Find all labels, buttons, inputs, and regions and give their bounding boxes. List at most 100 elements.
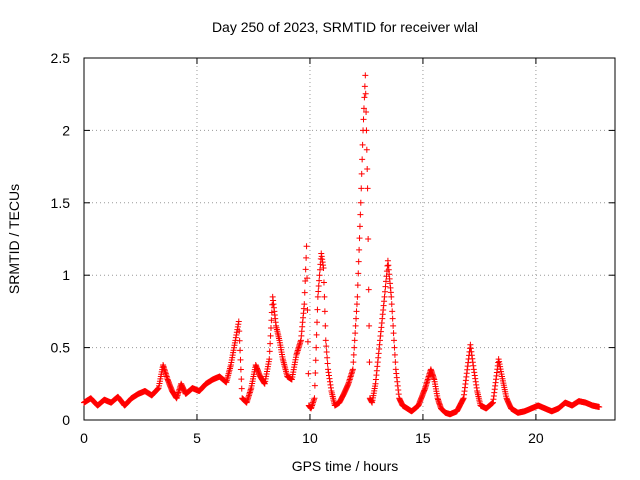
data-point — [362, 90, 369, 97]
data-point — [236, 337, 243, 344]
data-point — [390, 322, 397, 329]
data-point — [323, 343, 330, 350]
data-points — [81, 72, 603, 418]
y-tick-label: 1 — [62, 267, 70, 283]
data-point — [237, 366, 244, 373]
data-point — [301, 289, 308, 296]
data-point — [316, 266, 323, 273]
data-point — [238, 376, 245, 383]
data-point — [358, 170, 365, 177]
data-point — [361, 94, 368, 101]
data-point — [237, 347, 244, 354]
data-point — [352, 330, 359, 337]
data-point — [313, 331, 320, 338]
data-point — [304, 338, 311, 345]
data-point — [366, 359, 373, 366]
data-point — [269, 301, 276, 308]
data-point — [354, 293, 361, 300]
data-point — [360, 116, 367, 123]
data-point — [362, 72, 369, 79]
data-point — [363, 109, 370, 116]
data-point — [237, 356, 244, 363]
data-point — [304, 306, 311, 313]
x-tick-label: 15 — [415, 430, 431, 446]
data-point — [304, 275, 311, 282]
data-point — [315, 283, 322, 290]
data-point — [596, 403, 603, 410]
data-point — [324, 360, 331, 367]
data-point — [391, 337, 398, 344]
data-point — [321, 293, 328, 300]
y-tick-label: 0 — [62, 412, 70, 428]
data-point — [351, 344, 358, 351]
y-tick-label: 0.5 — [51, 340, 71, 356]
data-point — [313, 344, 320, 351]
data-point — [303, 254, 310, 261]
data-point — [359, 156, 366, 163]
x-tick-label: 0 — [80, 430, 88, 446]
data-point — [392, 359, 399, 366]
data-point — [235, 318, 242, 325]
data-point — [364, 185, 371, 192]
data-point — [311, 382, 318, 389]
data-point — [388, 301, 395, 308]
data-point — [365, 286, 372, 293]
data-point — [356, 235, 363, 242]
data-point — [324, 354, 331, 361]
data-point — [349, 366, 356, 373]
data-point — [356, 223, 363, 230]
data-point — [316, 272, 323, 279]
data-point — [305, 370, 312, 377]
data-point — [355, 270, 362, 277]
chart-title: Day 250 of 2023, SRMTID for receiver wla… — [212, 19, 478, 35]
x-axis-label: GPS time / hours — [292, 458, 399, 474]
data-point — [322, 337, 329, 344]
x-tick-label: 20 — [528, 430, 544, 446]
data-point — [384, 262, 391, 269]
data-point — [320, 279, 327, 286]
x-tick-label: 10 — [302, 430, 318, 446]
y-tick-label: 1.5 — [51, 195, 71, 211]
data-point — [382, 283, 389, 290]
data-point — [266, 348, 273, 355]
data-point — [361, 83, 368, 90]
data-point — [381, 293, 388, 300]
data-point — [312, 369, 319, 376]
data-point — [321, 308, 328, 315]
data-point — [314, 306, 321, 313]
data-point — [353, 308, 360, 315]
data-point — [353, 301, 360, 308]
data-point — [354, 282, 361, 289]
data-point — [316, 277, 323, 284]
data-point — [303, 243, 310, 250]
data-point — [238, 385, 245, 392]
plot-frame — [83, 57, 616, 421]
data-point — [267, 340, 274, 347]
data-point — [365, 236, 372, 242]
data-point — [322, 322, 329, 329]
data-point — [355, 258, 362, 265]
data-point — [363, 146, 370, 153]
data-point — [268, 309, 275, 316]
data-point — [389, 315, 396, 322]
data-point — [382, 278, 389, 285]
data-point — [302, 266, 309, 273]
data-point — [323, 348, 330, 355]
data-point — [312, 357, 319, 364]
data-point — [358, 185, 365, 192]
data-point — [320, 264, 327, 271]
data-point — [357, 199, 364, 206]
data-point — [352, 322, 359, 329]
data-point — [363, 127, 370, 134]
data-point — [389, 308, 396, 315]
data-point — [301, 301, 308, 308]
data-point — [311, 395, 318, 402]
data-point — [391, 344, 398, 351]
data-point — [391, 351, 398, 358]
data-point — [267, 325, 274, 332]
y-tick-label: 2 — [62, 122, 70, 138]
data-point — [350, 351, 357, 358]
data-point — [236, 328, 243, 335]
data-point — [388, 293, 395, 300]
